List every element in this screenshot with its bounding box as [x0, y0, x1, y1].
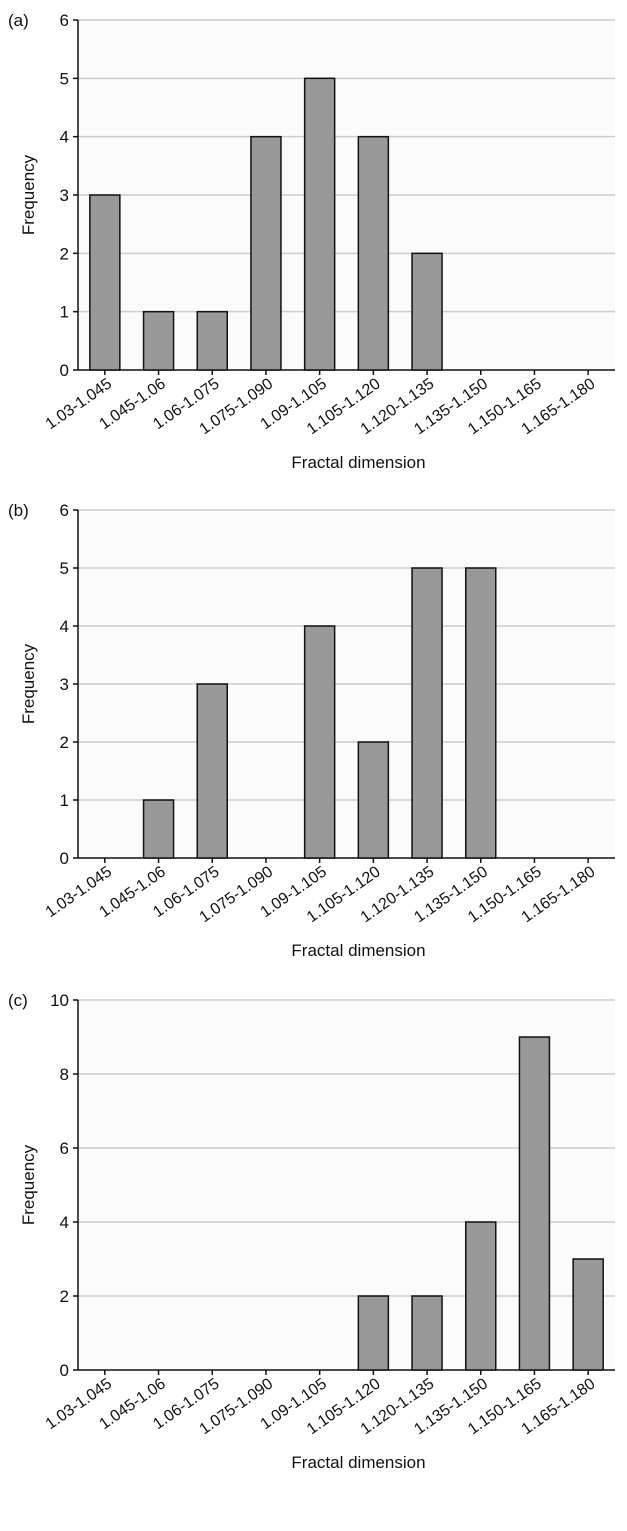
bar [357, 1295, 390, 1371]
x-axis-label: Fractal dimension [291, 941, 425, 960]
bar [572, 1258, 604, 1371]
y-tick-label: 4 [60, 128, 69, 147]
y-tick-label: 5 [60, 559, 69, 578]
bar [411, 1295, 443, 1371]
y-tick-label: 6 [60, 1139, 69, 1158]
y-tick-label: 4 [60, 617, 69, 636]
panel-label: (a) [8, 11, 29, 30]
y-tick-label: 5 [60, 69, 69, 88]
bar [303, 77, 336, 371]
y-tick-label: 1 [60, 791, 69, 810]
y-tick-label: 6 [60, 501, 69, 520]
x-axis-label: Fractal dimension [291, 1453, 425, 1472]
bar [250, 135, 282, 371]
bar [142, 799, 175, 859]
y-axis-label: Frequency [19, 643, 38, 724]
bar [411, 567, 443, 859]
y-tick-label: 6 [60, 11, 69, 30]
bar [196, 310, 228, 371]
y-axis-label: Frequency [19, 154, 38, 235]
bar [518, 1036, 551, 1371]
y-tick-label: 10 [50, 991, 69, 1010]
bar [357, 741, 390, 859]
y-tick-label: 4 [60, 1213, 69, 1232]
y-tick-label: 2 [60, 244, 69, 263]
y-tick-label: 0 [60, 1361, 69, 1380]
bar [465, 1221, 497, 1371]
bar [357, 135, 390, 371]
bar [89, 194, 121, 371]
panel-label: (b) [8, 501, 29, 520]
bar [303, 625, 336, 859]
y-tick-label: 0 [60, 849, 69, 868]
y-tick-label: 8 [60, 1065, 69, 1084]
y-axis-label: Frequency [19, 1144, 38, 1225]
y-tick-label: 2 [60, 1287, 69, 1306]
panel-label: (c) [8, 991, 28, 1010]
y-tick-label: 2 [60, 733, 69, 752]
x-axis-label: Fractal dimension [291, 453, 425, 472]
bar [465, 567, 497, 859]
y-tick-label: 3 [60, 675, 69, 694]
y-tick-label: 0 [60, 361, 69, 380]
bar [142, 310, 175, 371]
y-tick-label: 3 [60, 186, 69, 205]
y-tick-label: 1 [60, 303, 69, 322]
bar [196, 683, 228, 859]
bar [411, 252, 443, 371]
